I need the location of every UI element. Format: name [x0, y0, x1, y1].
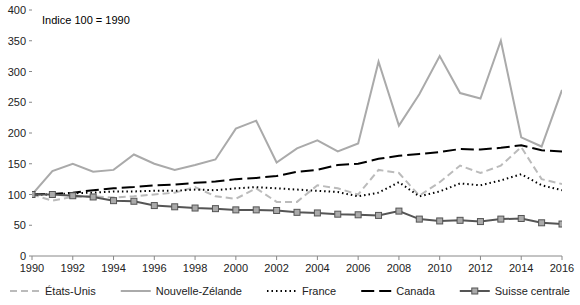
- series-marker: [90, 194, 96, 200]
- x-tick-label: 2004: [305, 262, 329, 274]
- x-tick: [72, 256, 73, 260]
- x-tick-label: 2012: [468, 262, 492, 274]
- x-tick-label: 1990: [20, 262, 44, 274]
- x-tick-label: 2000: [224, 262, 248, 274]
- series-marker: [518, 215, 524, 221]
- x-tick: [480, 256, 481, 260]
- y-tick-label: 0: [20, 250, 26, 262]
- legend-label: France: [302, 285, 336, 297]
- x-tick: [521, 256, 522, 260]
- series-line: [32, 147, 562, 202]
- series-marker: [559, 221, 562, 227]
- annotation: Indice 100 = 1990: [42, 14, 130, 26]
- x-tick-label: 2014: [509, 262, 533, 274]
- series-marker: [396, 208, 402, 214]
- series-marker: [539, 220, 545, 226]
- series-marker: [457, 217, 463, 223]
- series-marker: [49, 192, 55, 198]
- series-marker: [416, 216, 422, 222]
- legend-item: Suisse centrale: [460, 285, 570, 297]
- y-tick-label: 350: [8, 35, 26, 47]
- series-marker: [233, 207, 239, 213]
- x-tick-label: 2002: [264, 262, 288, 274]
- legend: États-Unis Nouvelle-Zélande France Canada Su…: [10, 285, 570, 297]
- y-tick: [29, 40, 32, 41]
- legend-swatch: [267, 290, 297, 292]
- series-marker: [498, 216, 504, 222]
- series-marker: [151, 203, 157, 209]
- series-marker: [212, 206, 218, 212]
- y-tick: [29, 194, 32, 195]
- x-tick-label: 2016: [550, 262, 574, 274]
- x-tick: [562, 256, 563, 260]
- x-tick: [32, 256, 33, 260]
- page: {"chart_data": {"type": "line", "annotat…: [0, 0, 580, 305]
- x-tick-label: 1996: [142, 262, 166, 274]
- legend-label: Suisse centrale: [495, 285, 570, 297]
- x-tick: [195, 256, 196, 260]
- y-tick: [29, 10, 32, 11]
- y-tick: [29, 225, 32, 226]
- y-tick-label: 150: [8, 158, 26, 170]
- x-tick-label: 2008: [387, 262, 411, 274]
- series-line: [32, 41, 562, 195]
- x-tick-label: 1992: [61, 262, 85, 274]
- legend-item: Nouvelle-Zélande: [121, 285, 242, 297]
- y-tick-label: 250: [8, 96, 26, 108]
- x-tick: [235, 256, 236, 260]
- legend-swatch: [361, 290, 391, 292]
- series-line: [32, 195, 562, 225]
- y-tick-label: 300: [8, 66, 26, 78]
- x-tick: [154, 256, 155, 260]
- series-marker: [294, 209, 300, 215]
- x-tick: [317, 256, 318, 260]
- series-marker: [70, 193, 76, 199]
- y-tick-label: 50: [14, 219, 26, 231]
- y-tick: [29, 163, 32, 164]
- plot-area: [32, 41, 562, 227]
- legend-swatch: [121, 290, 151, 292]
- x-tick: [398, 256, 399, 260]
- chart: 0 50 100 150 200 250 300 350 400 1990 1992 1994 1996…: [0, 0, 580, 305]
- y-tick: [29, 133, 32, 134]
- series-marker: [274, 207, 280, 213]
- y-tick-label: 400: [8, 4, 26, 16]
- series-marker: [335, 211, 341, 217]
- series-marker: [131, 198, 137, 204]
- y-tick-label: 100: [8, 189, 26, 201]
- x-tick-label: 1998: [183, 262, 207, 274]
- series-marker: [437, 218, 443, 224]
- legend-marker: [472, 288, 478, 294]
- legend-item: France: [267, 285, 336, 297]
- y-tick: [29, 102, 32, 103]
- series-marker: [192, 205, 198, 211]
- series-marker: [477, 219, 483, 225]
- series-marker: [376, 212, 382, 218]
- legend-label: Canada: [396, 285, 435, 297]
- series-marker: [355, 212, 361, 218]
- legend-label: États-Unis: [45, 285, 96, 297]
- legend-swatch: [10, 290, 40, 292]
- series-line: [32, 174, 562, 196]
- x-tick: [113, 256, 114, 260]
- series-marker: [32, 192, 35, 198]
- legend-item: Canada: [361, 285, 435, 297]
- series-marker: [314, 210, 320, 216]
- x-tick: [439, 256, 440, 260]
- y-tick: [29, 71, 32, 72]
- series-marker: [172, 204, 178, 210]
- x-tick: [276, 256, 277, 260]
- x-axis: [32, 256, 562, 257]
- series-marker: [111, 198, 117, 204]
- x-tick-label: 2006: [346, 262, 370, 274]
- x-tick: [358, 256, 359, 260]
- x-tick-label: 2010: [427, 262, 451, 274]
- series-line: [32, 145, 562, 194]
- y-tick-label: 200: [8, 127, 26, 139]
- x-tick-label: 1994: [101, 262, 125, 274]
- legend-label: Nouvelle-Zélande: [156, 285, 242, 297]
- legend-item: États-Unis: [10, 285, 96, 297]
- series-marker: [253, 207, 259, 213]
